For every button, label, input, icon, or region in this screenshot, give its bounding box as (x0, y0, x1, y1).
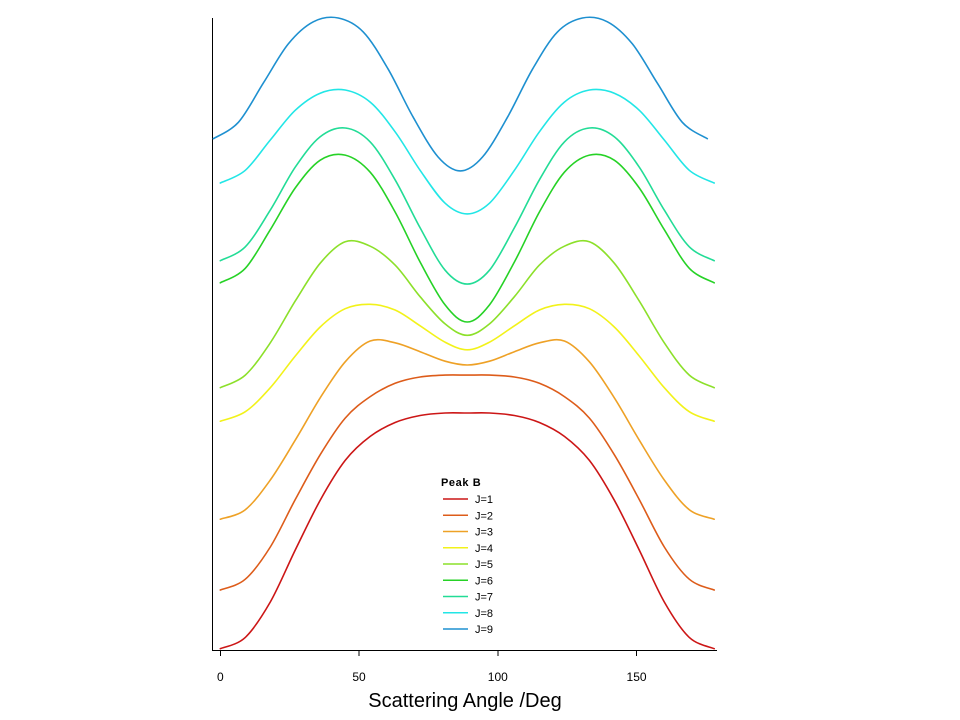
x-tick-label-0: 0 (217, 670, 224, 684)
legend-label-j4: J=4 (475, 543, 493, 555)
legend-entry-j6: J=6 (443, 575, 493, 587)
legend-entry-j1: J=1 (443, 494, 493, 506)
series-line-j6 (219, 153, 715, 323)
legend-label-j9: J=9 (475, 624, 493, 636)
series-line-j5 (219, 239, 715, 389)
series-line-j8 (219, 88, 715, 215)
legend-entry-j2: J=2 (443, 510, 493, 522)
x-tick-label-2: 100 (488, 670, 508, 684)
series-line-j1 (219, 412, 715, 650)
legend-label-j3: J=3 (475, 527, 493, 539)
legend-entry-j4: J=4 (443, 543, 493, 555)
legend-label-j7: J=7 (475, 592, 493, 604)
legend-label-j6: J=6 (475, 575, 493, 587)
series-line-j9 (212, 16, 709, 172)
series-line-j3 (219, 338, 715, 520)
legend-title: Peak B (441, 477, 481, 489)
legend-entry-j7: J=7 (443, 592, 493, 604)
series-line-j4 (219, 303, 715, 422)
legend-label-j1: J=1 (475, 494, 493, 506)
legend-entry-j8: J=8 (443, 608, 493, 620)
series-line-j2 (219, 374, 715, 591)
legend-label-j5: J=5 (475, 559, 493, 571)
x-tick-label-3: 150 (627, 670, 647, 684)
legend-label-j8: J=8 (475, 608, 493, 620)
series-line-j7 (219, 127, 715, 285)
plot-lines (212, 16, 715, 650)
x-axis-label: Scattering Angle /Deg (368, 690, 561, 712)
legend-entry-j3: J=3 (443, 527, 493, 539)
x-tick-label-1: 50 (352, 670, 366, 684)
legend: Peak B J=1 J=2 J=3 J=4 J=5 J=6 J=7 J=8 J=9 (441, 477, 493, 636)
x-axis-ticks: 0 50 100 150 (217, 650, 647, 684)
legend-label-j2: J=2 (475, 510, 493, 522)
legend-entry-j9: J=9 (443, 624, 493, 636)
legend-entry-j5: J=5 (443, 559, 493, 571)
